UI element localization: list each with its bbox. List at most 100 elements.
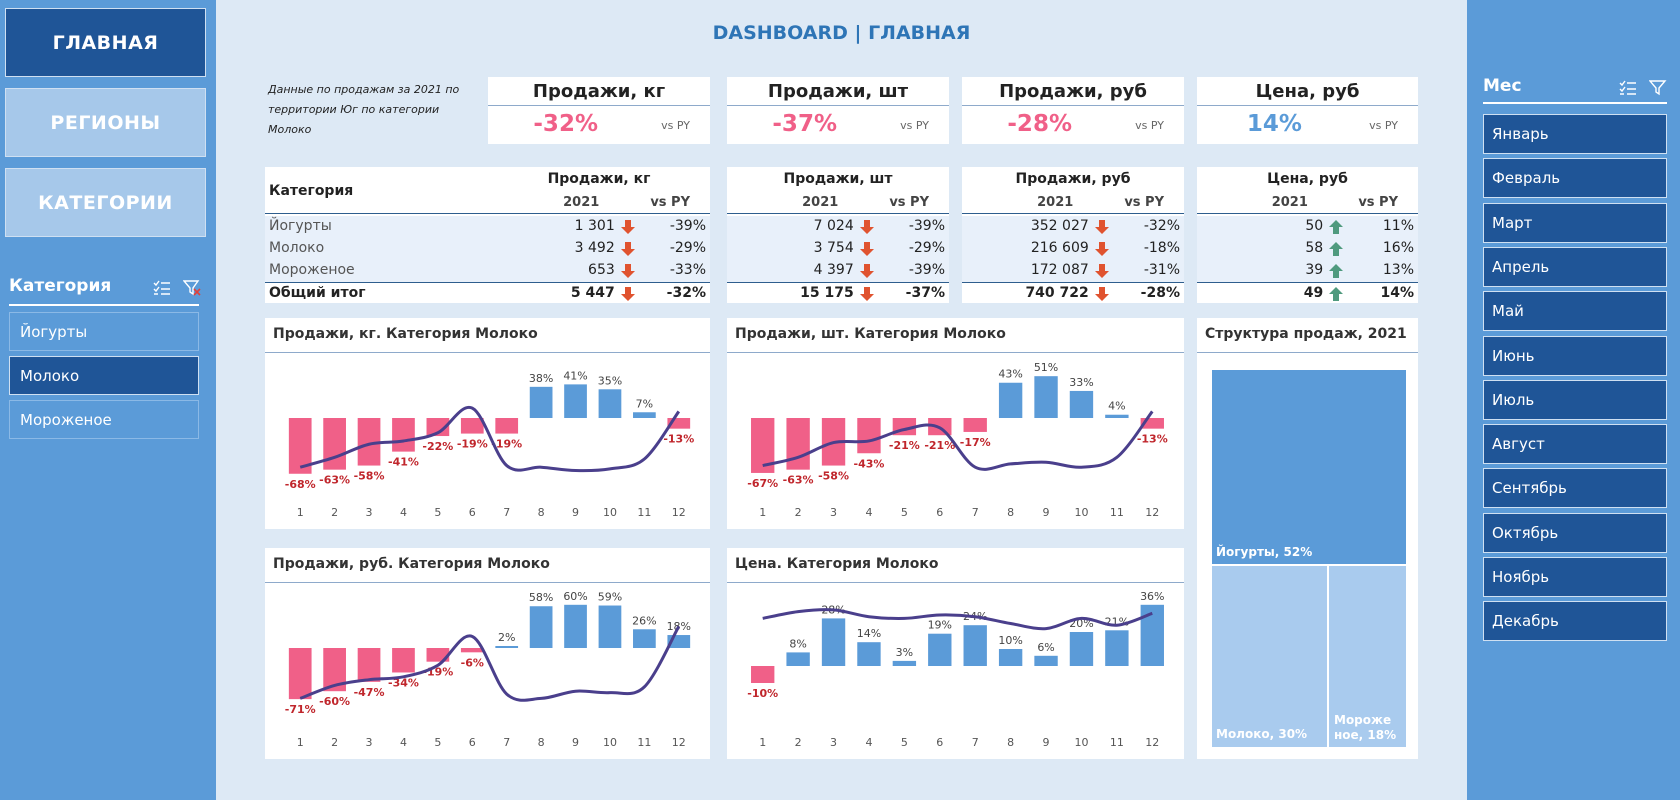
data-label: 60% xyxy=(563,590,587,603)
arrow-down-icon xyxy=(859,242,874,256)
year-header: 2021 xyxy=(1271,195,1308,210)
treemap-tile-yogurts xyxy=(1212,370,1406,564)
bar xyxy=(564,604,587,648)
row-value: 172 087 xyxy=(1030,262,1089,278)
x-tick-label: 4 xyxy=(400,506,407,519)
arrow-up-icon xyxy=(1329,220,1344,234)
tile-label: Йогурты, 52% xyxy=(1216,544,1312,559)
month-item[interactable]: Январь xyxy=(1483,114,1667,154)
month-item[interactable]: Апрель xyxy=(1483,246,1667,287)
data-label: -58% xyxy=(818,470,849,483)
month-slicer-header: Мес xyxy=(1483,76,1667,100)
table-group-title: Продажи, шт xyxy=(783,171,893,187)
x-tick-label: 10 xyxy=(603,736,617,749)
kpi-vs-label: vs PY xyxy=(900,119,929,132)
bar xyxy=(857,418,881,454)
kpi-card: Продажи, шт -37% vs PY xyxy=(727,77,949,144)
filter-icon[interactable] xyxy=(1649,80,1667,96)
x-tick-label: 7 xyxy=(972,506,979,519)
x-tick-label: 6 xyxy=(936,736,943,749)
category-item-yogurts[interactable]: Йогурты xyxy=(9,312,199,351)
month-item[interactable]: Август xyxy=(1483,424,1667,465)
x-tick-label: 3 xyxy=(366,736,373,749)
trend-line xyxy=(299,405,681,473)
kpi-vs-label: vs PY xyxy=(1135,119,1164,132)
bar xyxy=(892,660,917,666)
category-item-icecream[interactable]: Мороженое xyxy=(9,400,199,439)
month-item[interactable]: Октябрь xyxy=(1483,512,1667,553)
chart-title: Продажи, руб. Категория Молоко xyxy=(273,556,550,572)
bar xyxy=(667,418,691,429)
year-header: 2021 xyxy=(1037,195,1074,210)
month-item[interactable]: Декабрь xyxy=(1483,601,1667,642)
arrow-down-icon xyxy=(859,220,874,234)
kpi-card: Цена, руб 14% vs PY xyxy=(1197,77,1418,144)
month-item[interactable]: Сентябрь xyxy=(1483,468,1667,509)
trend-line xyxy=(762,410,1154,471)
table-row: 352 027 -32% xyxy=(962,216,1184,238)
multi-select-icon[interactable] xyxy=(153,280,171,296)
year-header: 2021 xyxy=(563,195,600,210)
data-label: -10% xyxy=(747,687,778,700)
row-percent: 14% xyxy=(1380,285,1414,301)
month-item[interactable]: Ноябрь xyxy=(1483,557,1667,597)
bar xyxy=(928,633,952,666)
x-tick-label: 11 xyxy=(1110,736,1124,749)
data-label: 10% xyxy=(998,634,1022,647)
table-row: 740 722 -28% xyxy=(962,282,1184,304)
bar xyxy=(598,605,622,648)
month-item[interactable]: Февраль xyxy=(1483,158,1667,199)
data-label: -47% xyxy=(354,686,385,699)
data-label: -41% xyxy=(388,456,419,469)
nav-button-categories[interactable]: КАТЕГОРИИ xyxy=(5,168,206,237)
row-percent: -28% xyxy=(1140,285,1180,301)
bar xyxy=(598,389,622,418)
row-value: 5 447 xyxy=(570,285,615,301)
vs-py-header: vs PY xyxy=(1124,195,1164,210)
chart-title: Структура продаж, 2021 xyxy=(1205,326,1407,342)
row-value: 3 754 xyxy=(813,240,854,256)
bar-chart-sales-rub: -71% 1 -60% 2 -47% 3 -34% 4 -19% 5 -6% 6 2% 7 58% 8 60% 9… xyxy=(285,590,691,749)
x-tick-label: 5 xyxy=(901,506,908,519)
nav-button-home[interactable]: ГЛАВНАЯ xyxy=(5,8,206,77)
kpi-value: -28% xyxy=(1007,111,1072,137)
data-label: 7% xyxy=(636,397,653,410)
x-tick-label: 1 xyxy=(759,506,766,519)
data-label: 41% xyxy=(563,369,587,382)
data-label: 58% xyxy=(529,591,553,604)
month-item[interactable]: Июнь xyxy=(1483,335,1667,376)
category-item-milk[interactable]: Молоко xyxy=(9,356,199,395)
bar xyxy=(633,629,656,648)
nav-button-regions[interactable]: РЕГИОНЫ xyxy=(5,88,206,157)
row-percent: -29% xyxy=(908,240,945,256)
x-tick-label: 2 xyxy=(795,736,802,749)
vs-py-header: vs PY xyxy=(650,195,690,210)
bar xyxy=(323,648,346,692)
row-value: 352 027 xyxy=(1030,218,1089,234)
chart-panel-sales-kg: Продажи, кг. Категория Молоко -68% 1 -63% 2… xyxy=(265,318,710,529)
clear-filter-icon[interactable] xyxy=(183,280,201,296)
category-column-header: Категория xyxy=(269,183,354,199)
x-tick-label: 9 xyxy=(1043,506,1050,519)
month-item[interactable]: Март xyxy=(1483,202,1667,243)
bar xyxy=(1034,376,1058,418)
row-percent: 16% xyxy=(1382,240,1414,256)
treemap-tile-milk xyxy=(1212,566,1327,747)
tile-label: ное, 18% xyxy=(1334,728,1396,742)
left-sidebar: ГЛАВНАЯ РЕГИОНЫ КАТЕГОРИИ Категория Йогу… xyxy=(0,0,216,800)
table-row: 4 397 -39% xyxy=(727,260,949,282)
table-group-title: Продажи, руб xyxy=(1015,171,1131,187)
arrow-down-icon xyxy=(620,287,635,301)
kpi-vs-label: vs PY xyxy=(661,119,690,132)
bar xyxy=(1140,418,1164,429)
x-tick-label: 7 xyxy=(503,736,510,749)
kpi-card: Продажи, кг -32% vs PY xyxy=(488,77,710,144)
table-group-title: Цена, руб xyxy=(1267,171,1348,187)
x-tick-label: 8 xyxy=(538,506,545,519)
row-percent: -29% xyxy=(669,240,706,256)
multi-select-icon[interactable] xyxy=(1619,80,1637,96)
bar xyxy=(460,648,484,653)
month-item[interactable]: Июль xyxy=(1483,379,1667,420)
month-item[interactable]: Май xyxy=(1483,291,1667,332)
bar-chart-sales-kg: -68% 1 -63% 2 -58% 3 -41% 4 -22% 5 -19% 6 -19% 7 38% 8 4… xyxy=(285,369,694,519)
